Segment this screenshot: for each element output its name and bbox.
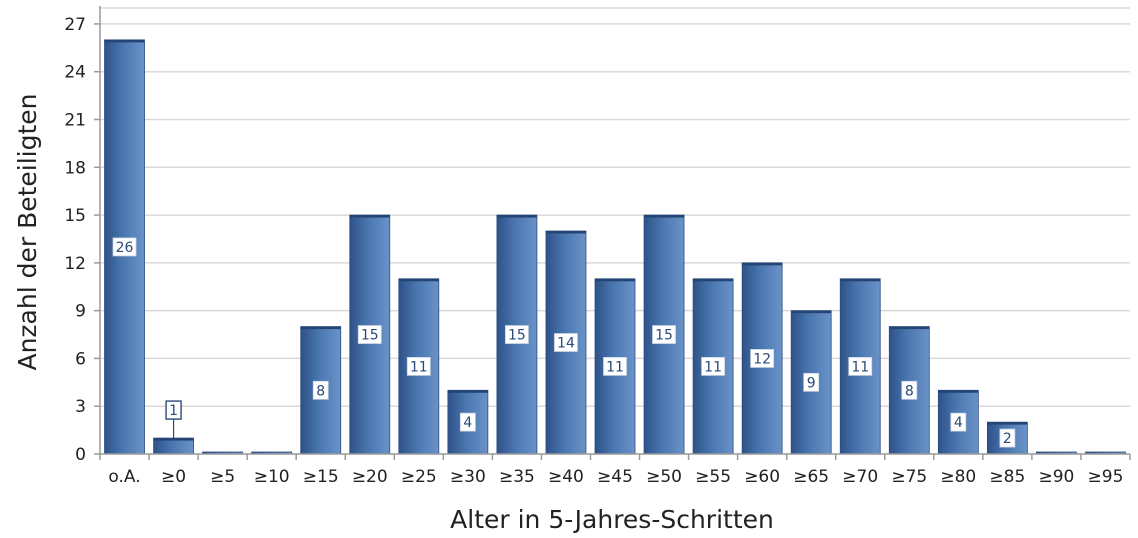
x-tick-label: ≥30 — [450, 467, 486, 487]
bar-top-edge — [938, 390, 979, 393]
x-tick-label: ≥65 — [793, 467, 829, 487]
x-tick-label: ≥50 — [646, 467, 682, 487]
x-tick-label: ≥0 — [161, 467, 186, 487]
bars — [104, 39, 1126, 455]
bar-top-edge — [300, 326, 341, 330]
data-label-box — [112, 237, 137, 257]
y-tick-label: 12 — [64, 254, 86, 274]
bar-top-edge — [349, 215, 390, 218]
bar-top-edge — [644, 215, 685, 218]
axes — [94, 6, 1131, 460]
data-label: 15 — [508, 328, 526, 344]
y-axis-title: Anzahl der Beteiligten — [13, 93, 42, 370]
data-label-box — [803, 372, 820, 392]
data-label: 26 — [116, 240, 134, 256]
data-labels: 26 1 8 15 11 4 15 14 11 15 11 12 9 11 8 4 2 — [112, 237, 1016, 448]
y-tick-label: 0 — [75, 445, 86, 465]
data-label: 2 — [1003, 431, 1012, 447]
data-label: 14 — [557, 336, 575, 352]
x-tick-label: ≥15 — [303, 467, 339, 487]
x-tick-label: ≥35 — [499, 467, 535, 487]
data-label: 11 — [851, 359, 869, 375]
data-label-box — [950, 412, 967, 432]
y-tick-label: 27 — [64, 15, 86, 35]
y-tick-label: 18 — [64, 158, 86, 178]
data-label: 8 — [905, 383, 914, 399]
data-label: 15 — [655, 328, 673, 344]
y-tick-label: 3 — [75, 397, 86, 417]
data-label: 4 — [463, 415, 472, 431]
bar-top-edge — [496, 215, 537, 218]
y-tick-labels: 0 3 6 9 12 15 18 21 24 27 — [64, 15, 86, 465]
y-tick-label: 24 — [64, 63, 86, 83]
gridlines — [100, 7, 1130, 407]
data-label-box — [701, 356, 725, 376]
x-tick-label: ≥45 — [597, 467, 633, 487]
x-tick-label: ≥55 — [695, 467, 731, 487]
data-label-box — [750, 349, 775, 368]
data-label-box — [357, 325, 382, 344]
data-label-box — [999, 428, 1016, 448]
bar-top-edge — [595, 278, 635, 282]
x-tick-label: ≥70 — [842, 467, 878, 487]
y-tick-label: 9 — [75, 302, 86, 322]
data-label: 1 — [169, 403, 178, 419]
data-label: 11 — [606, 359, 624, 375]
x-tick-label: ≥5 — [210, 467, 235, 487]
data-label: 9 — [807, 375, 816, 391]
bar-top-edge — [742, 262, 783, 266]
x-tick-label: ≥20 — [352, 467, 388, 487]
x-tick-label: ≥40 — [548, 467, 584, 487]
bar-top-edge — [104, 39, 145, 43]
x-tick-label: ≥10 — [254, 467, 290, 487]
data-label-box — [505, 325, 529, 344]
x-tick-label: ≥60 — [744, 467, 780, 487]
y-tick-label: 21 — [64, 111, 86, 131]
data-label: 4 — [954, 415, 963, 431]
bar-top-edge — [153, 438, 194, 441]
data-label-box — [459, 412, 476, 432]
x-tick-label: ≥75 — [891, 467, 927, 487]
x-tick-label: o.A. — [108, 467, 140, 487]
x-tick-label: ≥95 — [1088, 467, 1124, 487]
bar-top-edge — [889, 326, 930, 330]
bar-top-edge — [840, 278, 881, 282]
y-tick-label: 15 — [64, 206, 86, 226]
data-label-box — [406, 356, 431, 376]
x-axis-title: Alter in 5-Jahres-Schritten — [450, 505, 774, 534]
x-tick-label: ≥25 — [401, 467, 437, 487]
data-label-box — [165, 400, 182, 420]
data-label-box — [848, 356, 873, 376]
data-label: 11 — [704, 359, 722, 375]
x-tick-labels: o.A. ≥0 ≥5 ≥10 ≥15 ≥20 ≥25 ≥30 ≥35 ≥40 ≥45 ≥50 ≥55 ≥6… — [108, 467, 1123, 487]
bar-top-edge — [693, 278, 734, 282]
data-label: 11 — [410, 359, 428, 375]
data-label-box — [652, 325, 676, 344]
data-label-box — [901, 380, 918, 400]
data-label: 8 — [316, 383, 325, 399]
data-label-box — [554, 333, 578, 352]
data-label-box — [603, 356, 627, 376]
x-tick-label: ≥85 — [989, 467, 1025, 487]
x-tick-label: ≥90 — [1038, 467, 1074, 487]
bar-top-edge — [447, 390, 488, 393]
bar-top-edge — [987, 422, 1028, 425]
data-label: 15 — [361, 328, 379, 344]
data-label: 12 — [753, 351, 771, 367]
x-tick-label: ≥80 — [940, 467, 976, 487]
y-tick-label: 6 — [75, 349, 86, 369]
bar-top-edge — [398, 278, 439, 282]
data-label-box — [312, 380, 329, 400]
bar-top-edge — [545, 231, 586, 234]
bar-top-edge — [791, 310, 832, 314]
